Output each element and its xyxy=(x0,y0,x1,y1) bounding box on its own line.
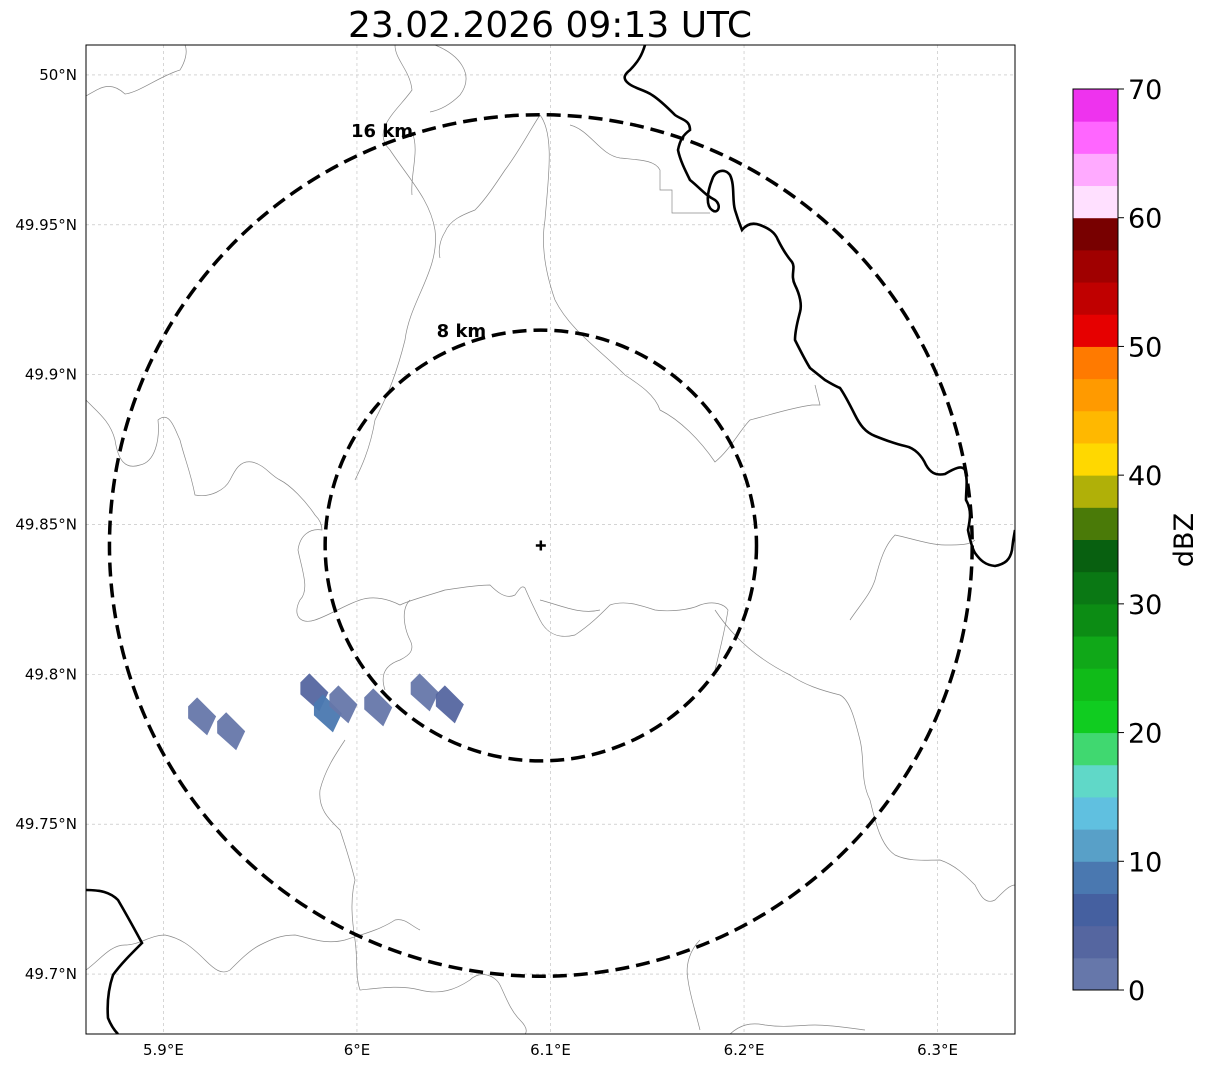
x-tick-label: 6°E xyxy=(344,1041,371,1059)
range-ring-labels: 8 km 16 km xyxy=(351,121,486,342)
colorbar-swatch xyxy=(1073,314,1118,347)
colorbar-swatch xyxy=(1073,475,1118,508)
admin-border-line xyxy=(729,1023,866,1034)
y-tick-label: 49.8°N xyxy=(25,665,77,683)
y-tick-label: 49.95°N xyxy=(15,216,77,234)
colorbar-swatch xyxy=(1073,796,1118,830)
colorbar-swatch xyxy=(1073,153,1118,187)
colorbar-swatch xyxy=(1073,957,1118,991)
colorbar: 0 10 20 30 40 50 60 70 dBZ xyxy=(1072,75,1200,1007)
y-tick-label: 49.85°N xyxy=(15,516,77,534)
x-tick-label: 5.9°E xyxy=(143,1041,184,1059)
graticule-grid xyxy=(86,45,1015,1034)
colorbar-swatch xyxy=(1073,571,1118,605)
colorbar-swatch xyxy=(1073,764,1118,798)
colorbar-tick-label: 0 xyxy=(1128,976,1145,1007)
y-tick-label: 49.7°N xyxy=(25,965,77,983)
colorbar-tick-label: 10 xyxy=(1128,847,1162,878)
range-ring xyxy=(107,112,974,978)
map-area xyxy=(85,44,1016,1035)
radar-echo-cell xyxy=(188,697,217,736)
colorbar-swatch xyxy=(1073,603,1118,637)
colorbar-swatch xyxy=(1073,732,1118,766)
admin-border-line xyxy=(86,919,421,973)
figure-title: 23.02.2026 09:13 UTC xyxy=(348,5,752,46)
radar-echo-cell xyxy=(364,688,393,727)
admin-border-line xyxy=(354,45,436,481)
range-ring-label: 8 km xyxy=(437,321,487,342)
admin-border-line xyxy=(686,939,701,1031)
admin-border-line xyxy=(86,45,187,97)
colorbar-swatch xyxy=(1073,829,1118,862)
admin-border-line xyxy=(429,45,467,113)
admin-border-line xyxy=(849,534,976,621)
y-axis-ticks: 50°N 49.95°N 49.9°N 49.85°N 49.8°N 49.75°N 49.… xyxy=(15,66,77,983)
radar-site-marker xyxy=(535,540,546,551)
x-tick-label: 6.2°E xyxy=(724,1041,765,1059)
colorbar-swatch xyxy=(1073,700,1118,734)
colorbar-swatch xyxy=(1073,410,1118,444)
country-borders xyxy=(86,45,1015,1034)
y-tick-label: 50°N xyxy=(39,66,77,84)
radar-echo-cell xyxy=(435,685,464,724)
colorbar-swatch xyxy=(1073,636,1118,669)
range-ring-label: 16 km xyxy=(351,121,413,142)
admin-border-line xyxy=(539,114,821,463)
colorbar-tick-label: 30 xyxy=(1128,590,1162,621)
country-border-line xyxy=(86,888,144,1034)
admin-border-line xyxy=(714,609,1015,902)
colorbar-swatch xyxy=(1073,121,1118,154)
colorbar-swatch xyxy=(1073,282,1118,315)
colorbar-swatch xyxy=(1073,442,1118,476)
radar-echo-cell xyxy=(329,685,358,724)
radar-echoes xyxy=(188,673,464,751)
colorbar-swatch xyxy=(1073,507,1118,540)
colorbar-swatch xyxy=(1073,185,1118,219)
colorbar-swatch xyxy=(1073,378,1118,412)
radar-echo-cell xyxy=(313,694,342,733)
radar-echo-cell xyxy=(410,673,439,712)
colorbar-tick-label: 50 xyxy=(1128,332,1162,363)
colorbar-frame xyxy=(1072,88,1119,991)
y-tick-label: 49.75°N xyxy=(15,815,77,833)
colorbar-swatch xyxy=(1073,668,1118,701)
colorbar-swatch xyxy=(1073,893,1118,927)
colorbar-swatch xyxy=(1073,539,1118,573)
admin-borders xyxy=(86,45,1015,1034)
colorbar-tick-label: 60 xyxy=(1128,204,1162,235)
radar-echo-cell xyxy=(217,712,246,751)
admin-border-line xyxy=(382,599,413,691)
admin-border-line xyxy=(319,739,527,1034)
range-ring xyxy=(323,328,759,763)
colorbar-swatch xyxy=(1073,217,1118,251)
x-axis-ticks: 5.9°E 6°E 6.1°E 6.2°E 6.3°E xyxy=(143,1041,958,1059)
admin-border-line xyxy=(86,399,729,671)
admin-border-line xyxy=(539,599,601,612)
admin-border-line xyxy=(438,114,541,259)
country-border-line xyxy=(623,45,1015,568)
colorbar-swatch xyxy=(1073,346,1118,380)
colorbar-tick-label: 20 xyxy=(1128,719,1162,750)
x-tick-label: 6.1°E xyxy=(530,1041,571,1059)
range-rings xyxy=(107,112,974,978)
map-frame xyxy=(85,44,1016,1035)
colorbar-swatch xyxy=(1073,925,1118,959)
colorbar-swatch xyxy=(1073,249,1118,283)
admin-border-line xyxy=(411,131,416,196)
x-tick-label: 6.3°E xyxy=(917,1041,958,1059)
colorbar-tick-label: 40 xyxy=(1128,461,1162,492)
colorbar-swatch xyxy=(1073,89,1118,122)
colorbar-tick-label: 70 xyxy=(1128,75,1162,106)
admin-border-line xyxy=(569,124,710,214)
colorbar-swatch xyxy=(1073,861,1118,894)
y-tick-label: 49.9°N xyxy=(25,366,77,384)
colorbar-label: dBZ xyxy=(1169,513,1200,567)
